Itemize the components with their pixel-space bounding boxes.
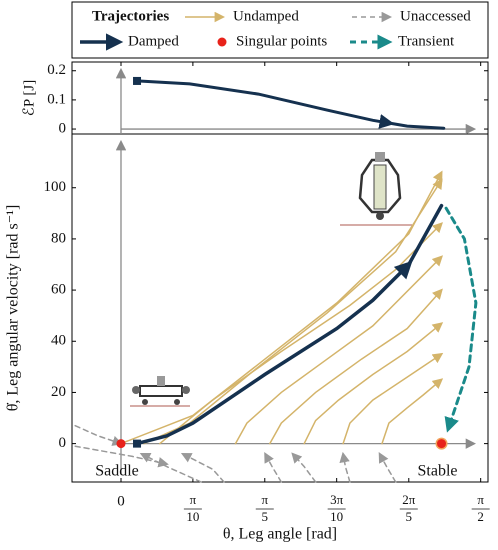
trajectory bbox=[342, 352, 444, 445]
y-tick-label: 80 bbox=[51, 230, 66, 246]
x-tick-label: π/2π2 bbox=[471, 492, 490, 524]
singular-point bbox=[116, 439, 126, 449]
y-tick-label: 100 bbox=[44, 179, 67, 195]
legend-label: Singular points bbox=[236, 33, 327, 49]
point-label: Stable bbox=[418, 462, 458, 479]
trajectory bbox=[143, 178, 443, 445]
x-tick-label: 2π/52π5 bbox=[399, 492, 418, 524]
trajectory bbox=[74, 445, 169, 468]
x-tick-denominator: 10 bbox=[186, 509, 199, 524]
trajectory bbox=[291, 452, 317, 483]
legend-label: Damped bbox=[128, 33, 179, 49]
trajectory bbox=[120, 170, 443, 445]
trajectory bbox=[381, 378, 444, 445]
x-tick-numerator: π bbox=[261, 492, 268, 507]
y-tick-label: 60 bbox=[51, 282, 66, 298]
x-tick-numerator: 2π bbox=[402, 492, 416, 507]
trajectory bbox=[234, 255, 443, 445]
trajectory bbox=[269, 288, 443, 445]
y-axis-label: θ̇, Leg angular velocity [rad s⁻¹] bbox=[5, 205, 22, 412]
x-axis-label: θ, Leg angle [rad] bbox=[223, 526, 337, 543]
trajectory bbox=[135, 203, 444, 446]
x-tick-numerator: π bbox=[477, 492, 484, 507]
x-tick-denominator: 10 bbox=[330, 509, 343, 524]
x-tick-label: π/10π10 bbox=[183, 492, 202, 524]
robot-icon-high bbox=[340, 152, 412, 226]
trajectory bbox=[444, 206, 478, 433]
legend-label: Undamped bbox=[233, 8, 299, 24]
x-tick-label: 0 bbox=[117, 493, 125, 509]
y-tick-label: 0.1 bbox=[47, 91, 66, 107]
x-tick-numerator: 3π bbox=[330, 492, 344, 507]
x-tick-denominator: 2 bbox=[477, 509, 484, 524]
x-tick-denominator: 5 bbox=[406, 509, 413, 524]
trajectory bbox=[180, 452, 225, 483]
y-tick-label: 40 bbox=[51, 333, 66, 349]
legend-box bbox=[71, 1, 489, 59]
plot-frame bbox=[71, 61, 489, 483]
y-tick-label: 0 bbox=[59, 120, 67, 136]
start-marker bbox=[133, 439, 142, 448]
legend-label: Transient bbox=[398, 33, 455, 49]
singular-point bbox=[437, 439, 447, 449]
legend-label: Unaccessed bbox=[400, 8, 471, 24]
start-marker bbox=[133, 76, 142, 85]
y-tick-label: 20 bbox=[51, 384, 66, 400]
y-tick-label: 0 bbox=[59, 435, 67, 451]
y-axis-label: ℰP [J] bbox=[21, 80, 37, 116]
x-tick-denominator: 5 bbox=[262, 509, 269, 524]
trajectory bbox=[378, 452, 397, 483]
trajectory bbox=[303, 322, 444, 445]
trajectory bbox=[264, 452, 283, 483]
legend-title: Trajectories bbox=[92, 8, 169, 24]
x-tick-label: 3π/103π10 bbox=[327, 492, 346, 524]
robot-icon-low bbox=[130, 376, 190, 407]
x-tick-label: π/5π5 bbox=[255, 492, 274, 524]
energy-line bbox=[135, 79, 446, 130]
trajectory bbox=[74, 424, 123, 446]
x-tick-numerator: π bbox=[190, 492, 197, 507]
trajectory bbox=[339, 451, 351, 483]
y-tick-label: 0.2 bbox=[47, 62, 66, 78]
point-label: Saddle bbox=[95, 462, 139, 479]
legend-swatch bbox=[217, 37, 227, 47]
